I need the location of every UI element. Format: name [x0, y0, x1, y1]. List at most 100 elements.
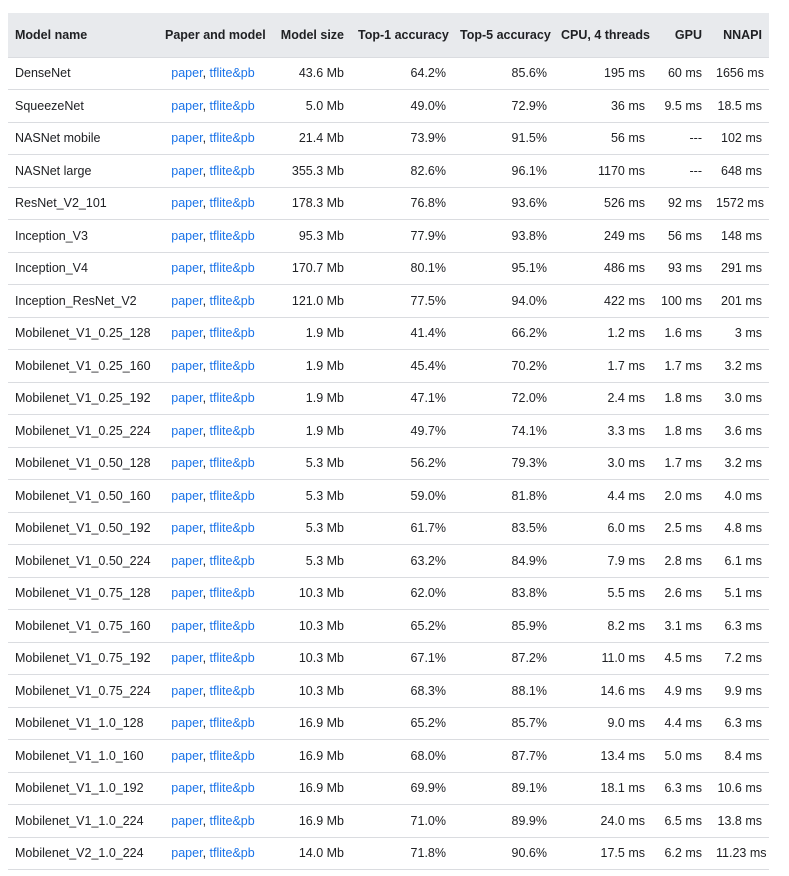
paper-link[interactable]: paper: [171, 261, 203, 276]
cell-paper-and-model: paper, tflite&pb: [158, 642, 268, 675]
cell-top5-accuracy: 84.9%: [453, 544, 554, 578]
paper-link[interactable]: paper: [171, 163, 203, 178]
cell-top1-accuracy: 67.1%: [351, 642, 453, 675]
tflite-pb-link[interactable]: tflite&pb: [209, 618, 255, 633]
cell-top1-accuracy: 65.2%: [351, 707, 453, 740]
paper-link[interactable]: paper: [171, 846, 203, 861]
table-row: Inception_ResNet_V2 paper, tflite&pb 121.0…: [8, 284, 769, 318]
paper-link[interactable]: paper: [171, 781, 203, 796]
cell-cpu-time: 1.7 ms: [554, 349, 652, 383]
tflite-pb-link[interactable]: tflite&pb: [209, 163, 255, 178]
paper-link[interactable]: paper: [171, 521, 203, 536]
paper-link[interactable]: paper: [171, 456, 203, 471]
tflite-pb-link[interactable]: tflite&pb: [209, 98, 255, 113]
paper-link[interactable]: paper: [171, 228, 203, 243]
tflite-pb-link[interactable]: tflite&pb: [209, 748, 255, 763]
tflite-pb-link[interactable]: tflite&pb: [209, 293, 255, 308]
cell-model-size: 16.9 Mb: [268, 804, 351, 838]
cell-paper-and-model: paper, tflite&pb: [158, 414, 268, 448]
tflite-pb-link[interactable]: tflite&pb: [209, 683, 255, 698]
tflite-pb-link[interactable]: tflite&pb: [209, 228, 255, 243]
tflite-pb-link[interactable]: tflite&pb: [209, 553, 255, 568]
tflite-pb-link[interactable]: tflite&pb: [209, 521, 255, 536]
tflite-pb-link[interactable]: tflite&pb: [209, 813, 255, 828]
paper-link[interactable]: paper: [171, 618, 203, 633]
cell-model-name: Mobilenet_V1_0.75_160: [8, 609, 158, 643]
tflite-pb-link[interactable]: tflite&pb: [209, 488, 255, 503]
model-table-container: Model name Paper and model Model size To…: [8, 13, 769, 870]
cell-top5-accuracy: 87.7%: [453, 739, 554, 773]
link-separator: ,: [202, 521, 207, 536]
cell-model-size: 14.0 Mb: [268, 837, 351, 870]
paper-link[interactable]: paper: [171, 98, 203, 113]
cell-model-name: Mobilenet_V1_0.75_128: [8, 577, 158, 610]
cell-model-name: Mobilenet_V1_1.0_192: [8, 772, 158, 805]
cell-model-size: 1.9 Mb: [268, 349, 351, 383]
paper-link[interactable]: paper: [171, 423, 203, 438]
cell-gpu-time: 2.5 ms: [652, 512, 709, 545]
cell-top1-accuracy: 71.8%: [351, 837, 453, 870]
cell-gpu-time: 1.6 ms: [652, 317, 709, 350]
link-separator: ,: [202, 683, 207, 698]
cell-gpu-time: 5.0 ms: [652, 739, 709, 773]
paper-link[interactable]: paper: [171, 586, 203, 601]
tflite-pb-link[interactable]: tflite&pb: [209, 196, 255, 211]
link-separator: ,: [202, 846, 207, 861]
tflite-pb-link[interactable]: tflite&pb: [209, 586, 255, 601]
paper-link[interactable]: paper: [171, 651, 203, 666]
tflite-pb-link[interactable]: tflite&pb: [209, 391, 255, 406]
cell-paper-and-model: paper, tflite&pb: [158, 707, 268, 740]
tflite-pb-link[interactable]: tflite&pb: [209, 423, 255, 438]
tflite-pb-link[interactable]: tflite&pb: [209, 846, 255, 861]
tflite-pb-link[interactable]: tflite&pb: [209, 261, 255, 276]
paper-link[interactable]: paper: [171, 196, 203, 211]
tflite-pb-link[interactable]: tflite&pb: [209, 716, 255, 731]
tflite-pb-link[interactable]: tflite&pb: [209, 781, 255, 796]
cell-top5-accuracy: 85.6%: [453, 57, 554, 90]
tflite-pb-link[interactable]: tflite&pb: [209, 456, 255, 471]
tflite-pb-link[interactable]: tflite&pb: [209, 358, 255, 373]
paper-link[interactable]: paper: [171, 488, 203, 503]
cell-top5-accuracy: 90.6%: [453, 837, 554, 870]
cell-nnapi-time: 291 ms: [709, 252, 769, 285]
cell-model-size: 16.9 Mb: [268, 739, 351, 773]
paper-link[interactable]: paper: [171, 391, 203, 406]
table-row: Mobilenet_V1_1.0_160 paper, tflite&pb 16.9…: [8, 739, 769, 773]
tflite-pb-link[interactable]: tflite&pb: [209, 651, 255, 666]
cell-top1-accuracy: 65.2%: [351, 609, 453, 643]
header-gpu: GPU: [652, 13, 709, 58]
link-separator: ,: [202, 456, 207, 471]
cell-model-name: Inception_ResNet_V2: [8, 284, 158, 318]
paper-link[interactable]: paper: [171, 553, 203, 568]
cell-model-name: Mobilenet_V1_1.0_224: [8, 804, 158, 838]
tflite-pb-link[interactable]: tflite&pb: [209, 66, 255, 81]
paper-link[interactable]: paper: [171, 131, 203, 146]
paper-link[interactable]: paper: [171, 293, 203, 308]
cell-paper-and-model: paper, tflite&pb: [158, 382, 268, 415]
paper-link[interactable]: paper: [171, 683, 203, 698]
paper-link[interactable]: paper: [171, 748, 203, 763]
cell-model-name: Mobilenet_V1_0.25_160: [8, 349, 158, 383]
paper-link[interactable]: paper: [171, 326, 203, 341]
header-paper-and-model: Paper and model: [158, 13, 268, 58]
cell-top1-accuracy: 77.9%: [351, 219, 453, 253]
cell-gpu-time: ---: [652, 122, 709, 155]
paper-link[interactable]: paper: [171, 813, 203, 828]
paper-link[interactable]: paper: [171, 66, 203, 81]
cell-gpu-time: 56 ms: [652, 219, 709, 253]
tflite-pb-link[interactable]: tflite&pb: [209, 326, 255, 341]
cell-model-size: 1.9 Mb: [268, 414, 351, 448]
cell-model-name: Mobilenet_V2_1.0_224: [8, 837, 158, 870]
paper-link[interactable]: paper: [171, 716, 203, 731]
paper-link[interactable]: paper: [171, 358, 203, 373]
cell-nnapi-time: 3.6 ms: [709, 414, 769, 448]
table-row: Mobilenet_V1_0.50_192 paper, tflite&pb 5.3…: [8, 512, 769, 545]
cell-nnapi-time: 1656 ms: [709, 57, 769, 90]
cell-nnapi-time: 8.4 ms: [709, 739, 769, 773]
cell-cpu-time: 2.4 ms: [554, 382, 652, 415]
cell-top1-accuracy: 73.9%: [351, 122, 453, 155]
cell-model-size: 10.3 Mb: [268, 577, 351, 610]
tflite-pb-link[interactable]: tflite&pb: [209, 131, 255, 146]
link-separator: ,: [202, 358, 207, 373]
cell-gpu-time: 2.8 ms: [652, 544, 709, 578]
